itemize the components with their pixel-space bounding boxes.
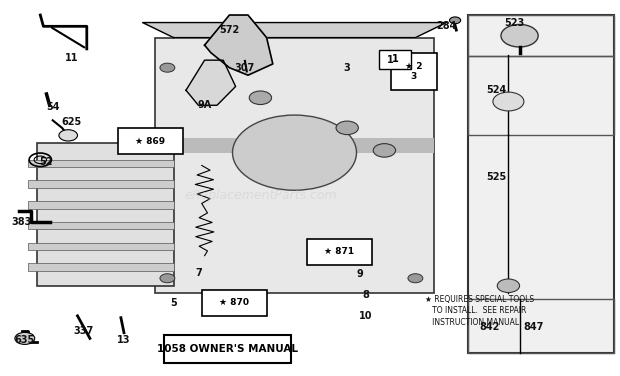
Text: 9: 9	[356, 270, 363, 279]
Text: 842: 842	[480, 322, 500, 332]
Bar	[37, 143, 174, 286]
FancyBboxPatch shape	[118, 128, 183, 154]
Bar	[28, 160, 174, 167]
Text: 383: 383	[12, 217, 32, 227]
FancyBboxPatch shape	[391, 53, 437, 90]
Text: ★ 869: ★ 869	[135, 136, 166, 146]
FancyBboxPatch shape	[379, 50, 411, 69]
Text: ★ 2
3: ★ 2 3	[405, 62, 423, 81]
Text: 625: 625	[61, 117, 81, 127]
Bar	[28, 222, 174, 229]
Circle shape	[200, 91, 222, 105]
Circle shape	[249, 91, 272, 105]
Text: 8: 8	[362, 290, 370, 300]
Polygon shape	[186, 60, 236, 105]
Circle shape	[160, 63, 175, 72]
Text: 525: 525	[486, 172, 506, 182]
Circle shape	[497, 279, 520, 293]
Text: 635: 635	[15, 335, 35, 345]
Text: 7: 7	[195, 268, 202, 277]
Circle shape	[450, 17, 461, 24]
Bar	[155, 138, 434, 153]
Bar	[468, 15, 614, 56]
Text: 11: 11	[64, 53, 78, 63]
Text: 307: 307	[235, 63, 255, 73]
Circle shape	[373, 144, 396, 157]
Bar	[28, 243, 174, 250]
Bar	[468, 56, 614, 135]
Circle shape	[160, 274, 175, 283]
Polygon shape	[143, 23, 446, 38]
Text: 572: 572	[219, 25, 239, 35]
Text: 9A: 9A	[198, 100, 211, 110]
FancyBboxPatch shape	[164, 335, 291, 363]
Text: 13: 13	[117, 335, 131, 345]
Text: 523: 523	[505, 18, 525, 27]
Bar	[28, 201, 174, 209]
Circle shape	[15, 332, 35, 344]
Circle shape	[232, 115, 356, 190]
FancyBboxPatch shape	[202, 290, 267, 316]
Circle shape	[59, 130, 78, 141]
Text: 1: 1	[388, 55, 394, 65]
Bar	[468, 299, 614, 353]
Circle shape	[408, 63, 423, 72]
Text: ★ 871: ★ 871	[324, 247, 355, 256]
Bar	[28, 263, 174, 271]
Bar	[155, 38, 434, 293]
Text: 337: 337	[74, 326, 94, 336]
Text: 1058 OWNER'S MANUAL: 1058 OWNER'S MANUAL	[157, 344, 298, 354]
Circle shape	[336, 121, 358, 135]
FancyBboxPatch shape	[307, 239, 372, 265]
Text: eReplacementParts.com: eReplacementParts.com	[184, 189, 337, 202]
Text: 5: 5	[170, 298, 177, 308]
Text: 54: 54	[46, 102, 60, 112]
Circle shape	[408, 274, 423, 283]
Text: 3: 3	[344, 63, 350, 73]
Bar	[468, 15, 614, 353]
Text: ★ 870: ★ 870	[219, 298, 249, 307]
Text: 284: 284	[436, 21, 456, 31]
Circle shape	[501, 24, 538, 47]
Text: ★ REQUIRES SPECIAL TOOLS
   TO INSTALL.  SEE REPAIR
   INSTRUCTION MANUAL.: ★ REQUIRES SPECIAL TOOLS TO INSTALL. SEE…	[425, 294, 534, 327]
Text: 10: 10	[359, 311, 373, 321]
Bar	[28, 180, 174, 188]
Text: 52: 52	[40, 157, 53, 167]
Circle shape	[493, 92, 524, 111]
Polygon shape	[205, 15, 273, 75]
Text: 524: 524	[486, 85, 506, 95]
Text: 1: 1	[392, 55, 399, 64]
Text: 847: 847	[523, 322, 543, 332]
